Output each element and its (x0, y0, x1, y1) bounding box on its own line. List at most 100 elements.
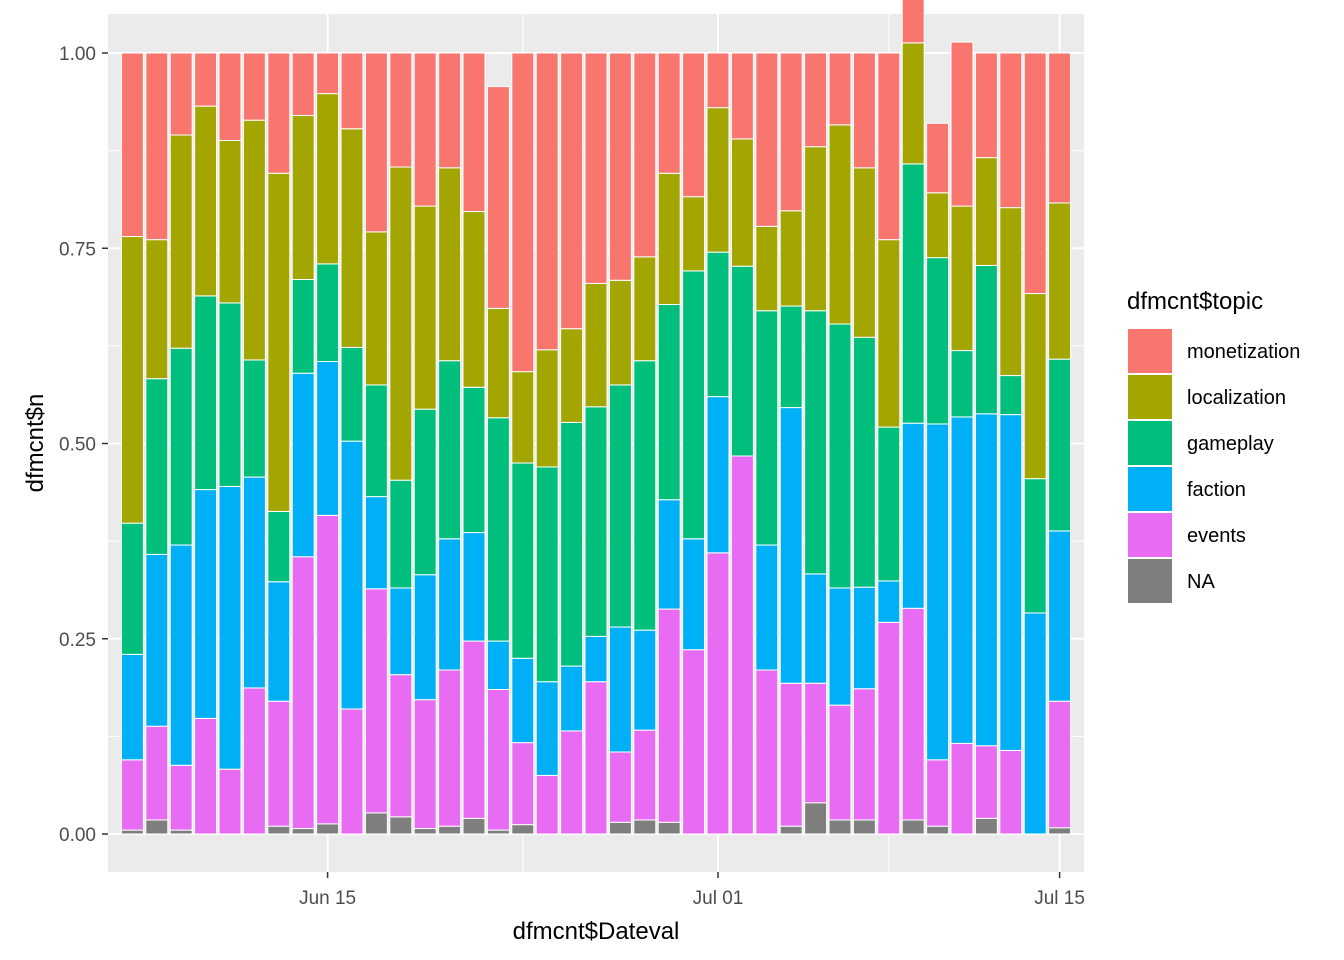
bar-segment-na (438, 825, 462, 835)
bar-segment-monetization (194, 52, 218, 107)
bar-segment-monetization (779, 52, 803, 212)
bar-segment-gameplay (730, 265, 754, 457)
legend-title: dfmcnt$topic (1127, 288, 1263, 315)
bar-segment-faction (755, 544, 779, 671)
bar-segment-gameplay (779, 305, 803, 409)
bar-segment-faction (852, 586, 876, 690)
bar-segment-localization (584, 282, 608, 408)
bar-segment-faction (535, 681, 559, 776)
bar-segment-gameplay (1048, 358, 1072, 532)
legend-key-na (1126, 557, 1174, 605)
bar-segment-faction (608, 626, 632, 753)
bar-segment-na (462, 817, 486, 835)
bar-segment-localization (950, 205, 974, 352)
bar-segment-gameplay (120, 522, 144, 655)
bar-segment-gameplay (413, 408, 437, 576)
bar-segment-na (389, 816, 413, 835)
y-tick-label: 0.00 (59, 825, 96, 846)
bar-segment-localization (852, 167, 876, 338)
bar-segment-monetization (852, 52, 876, 169)
bar-segment-monetization (145, 52, 169, 241)
bar-segment-gameplay (438, 360, 462, 540)
bar-segment-gameplay (608, 384, 632, 628)
bar-segment-na (804, 802, 828, 835)
bar-segment-events (584, 681, 608, 835)
bar-segment-faction (120, 653, 144, 761)
bar-segment-events (706, 552, 730, 835)
bar-segment-events (120, 759, 144, 831)
bar-segment-localization (413, 205, 437, 410)
bar-segment-faction (706, 396, 730, 554)
x-axis-title: dfmcnt$Dateval (513, 918, 680, 945)
bar-segment-events (804, 682, 828, 804)
bar-segment-monetization (706, 52, 730, 109)
y-tick-label: 0.75 (59, 239, 96, 260)
legend-label-monetization: monetization (1187, 341, 1300, 363)
bar-segment-events (877, 621, 901, 835)
bar-segment-monetization (389, 52, 413, 168)
bar-segment-monetization (999, 52, 1023, 209)
bar-segment-monetization (364, 52, 388, 233)
legend-label-faction: faction (1187, 479, 1246, 501)
bar-segment-events (1048, 700, 1072, 829)
legend-items: monetization localization gameplay faction e… (1126, 327, 1300, 605)
bar-segment-na (901, 819, 925, 835)
bar-segment-faction (974, 413, 998, 747)
bar-segment-events (755, 669, 779, 835)
bar-segment-events (779, 682, 803, 827)
bar-segment-na (1048, 827, 1072, 835)
bar-segment-gameplay (291, 278, 315, 374)
bar-segment-monetization (340, 52, 364, 130)
bar-segment-monetization (755, 52, 779, 227)
bar-segment-localization (291, 114, 315, 280)
bar-segment-events (364, 588, 388, 814)
bar-segment-localization (999, 207, 1023, 377)
bar-segment-gameplay (706, 251, 730, 398)
bar-segment-gameplay (560, 421, 584, 667)
bar-segment-monetization (730, 52, 754, 140)
legend-label-events: events (1187, 525, 1246, 547)
bar-segment-localization (657, 172, 681, 305)
bar-segment-events (438, 669, 462, 827)
bar-segment-monetization (316, 52, 340, 95)
bar-segment-localization (1023, 293, 1047, 480)
bar-segment-gameplay (657, 303, 681, 501)
legend: dfmcnt$topic monetization localization gam… (1126, 288, 1300, 605)
bar-segment-monetization (291, 52, 315, 116)
bar-segment-localization (1048, 202, 1072, 360)
bar-segment-events (633, 729, 657, 821)
bar-segment-localization (682, 196, 706, 272)
bar-segment-monetization (901, 0, 925, 44)
bar-segment-events (218, 768, 242, 835)
bars (120, 0, 1072, 835)
bar-segment-monetization (657, 52, 681, 174)
bar-segment-localization (267, 172, 291, 512)
bar-segment-events (194, 717, 218, 835)
bar-segment-events (852, 688, 876, 821)
bar-segment-gameplay (926, 257, 950, 425)
x-axis: Jun 15 Jul 01 Jul 15 (299, 872, 1085, 909)
x-tick-label: Jun 15 (299, 888, 356, 909)
bar-segment-na (974, 817, 998, 835)
bar-segment-events (999, 749, 1023, 835)
bar-segment-events (974, 745, 998, 819)
bar-segment-faction (364, 496, 388, 590)
bar-segment-gameplay (804, 310, 828, 575)
legend-key-faction (1126, 465, 1174, 513)
bar-segment-na (852, 819, 876, 835)
bar-segment-monetization (804, 52, 828, 148)
bar-segment-localization (486, 307, 510, 419)
bar-segment-na (120, 829, 144, 835)
bar-segment-gameplay (999, 375, 1023, 416)
bar-segment-events (389, 674, 413, 818)
bar-segment-gameplay (169, 347, 193, 546)
bar-segment-localization (462, 211, 486, 388)
bar-segment-faction (511, 657, 535, 744)
bar-segment-localization (364, 231, 388, 386)
bar-segment-events (535, 774, 559, 835)
bar-segment-localization (389, 166, 413, 481)
bar-segment-events (926, 759, 950, 827)
bar-segment-faction (657, 499, 681, 610)
bar-segment-monetization (950, 41, 974, 207)
bar-segment-localization (145, 239, 169, 380)
